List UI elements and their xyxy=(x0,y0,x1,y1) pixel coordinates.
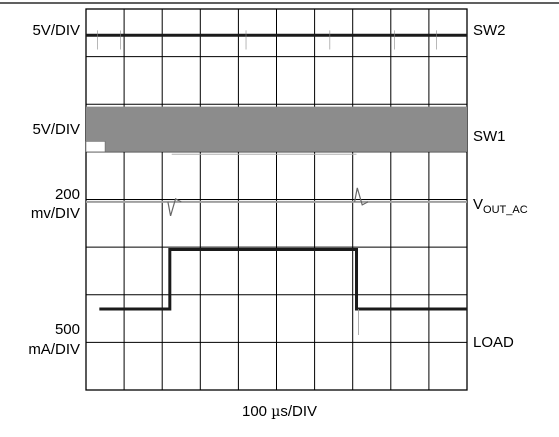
time-scale-prefix: µ xyxy=(271,404,281,420)
vout-overshoot xyxy=(354,187,369,206)
time-scale-unit: s/DIV xyxy=(280,403,317,420)
sw2-scale-label: 5V/DIV xyxy=(32,22,80,39)
sw2-channel-label: SW2 xyxy=(473,22,506,39)
vout-label-sub: OUT_AC xyxy=(483,204,528,216)
vout-scale-value: 200 xyxy=(54,186,80,203)
time-scale-value: 100 xyxy=(242,403,272,420)
vout-undershoot xyxy=(167,198,182,217)
load-scale-unit: mA/DIV xyxy=(28,341,80,358)
sw1-channel-label: SW1 xyxy=(473,128,506,145)
sw1-switching-band xyxy=(86,106,467,152)
time-scale-label: 100 µs/DIV xyxy=(0,403,559,420)
vout-channel-label: VOUT_AC xyxy=(473,196,528,219)
load-scale-value: 500 xyxy=(54,321,80,338)
vout-scale-unit: mv/DIV xyxy=(30,205,80,222)
load-trace xyxy=(99,248,467,311)
vout-label-main: V xyxy=(473,196,484,213)
sw1-scale-label: 5V/DIV xyxy=(32,121,80,138)
load-channel-label: LOAD xyxy=(473,334,514,351)
sw1-low-notch xyxy=(85,141,106,153)
plot-border xyxy=(85,8,468,391)
